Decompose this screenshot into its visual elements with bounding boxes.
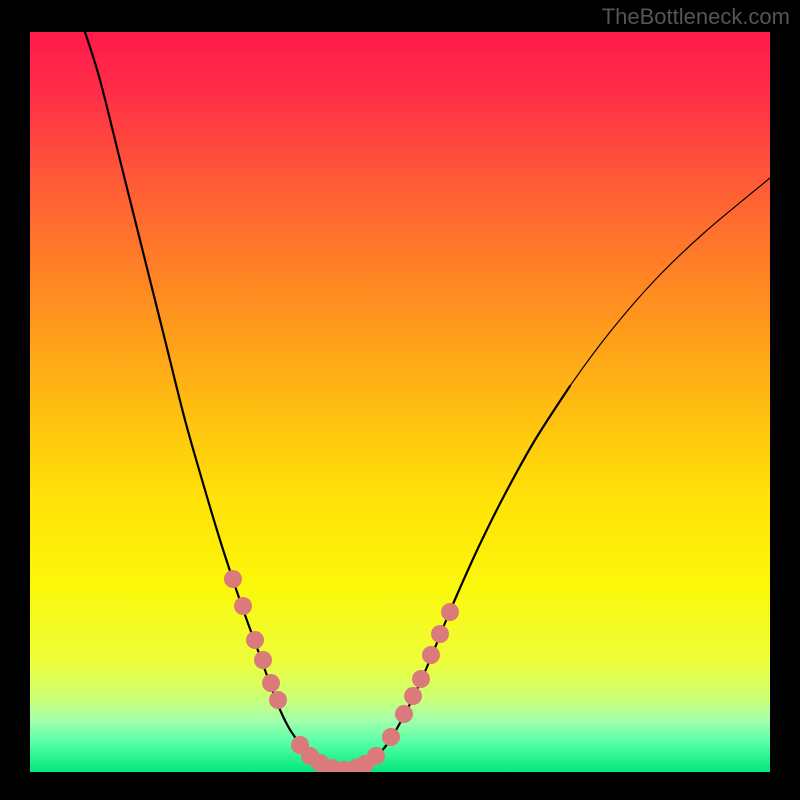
- data-marker: [441, 603, 459, 621]
- data-marker: [234, 597, 252, 615]
- data-marker: [254, 651, 272, 669]
- data-marker: [395, 705, 413, 723]
- data-marker: [382, 728, 400, 746]
- data-marker: [404, 687, 422, 705]
- data-marker: [367, 747, 385, 765]
- data-marker: [269, 691, 287, 709]
- data-marker: [262, 674, 280, 692]
- data-marker: [422, 646, 440, 664]
- data-marker: [412, 670, 430, 688]
- data-marker: [224, 570, 242, 588]
- data-marker: [246, 631, 264, 649]
- chart-container: TheBottleneck.com: [0, 0, 800, 800]
- plot-gradient-background: [30, 32, 770, 772]
- watermark-text: TheBottleneck.com: [602, 4, 790, 30]
- data-marker: [431, 625, 449, 643]
- bottleneck-chart: [0, 0, 800, 800]
